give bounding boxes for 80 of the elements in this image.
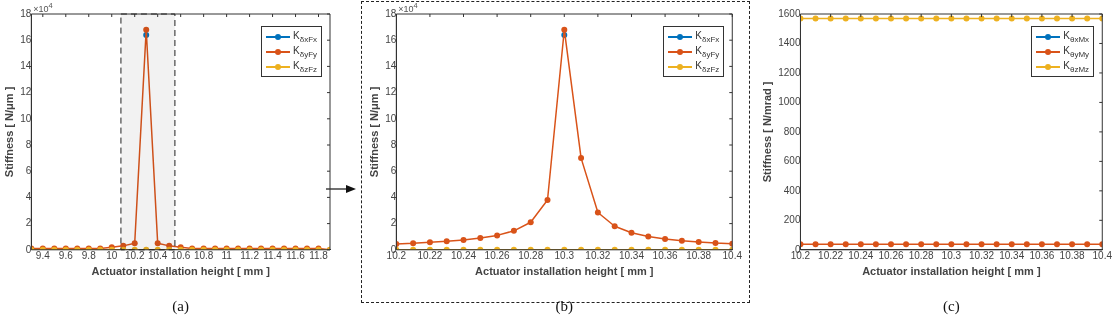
y-tick-label: 6 bbox=[390, 164, 397, 176]
y-tick-label: 14 bbox=[20, 60, 32, 72]
y-tick-label: 600 bbox=[783, 155, 801, 167]
x-tick-label: 10.28 bbox=[518, 249, 544, 261]
x-tick-label: 10.26 bbox=[878, 249, 904, 261]
x-tick-label: 10.24 bbox=[848, 249, 874, 261]
x-tick-label: 10.8 bbox=[193, 249, 214, 261]
x-tick-label: 11.4 bbox=[263, 249, 283, 261]
y-tick-label: 2 bbox=[25, 217, 32, 229]
x-tick-label: 9.8 bbox=[81, 249, 97, 261]
x-tick-label: 10.4 bbox=[147, 249, 168, 261]
text: (a) bbox=[171, 298, 190, 315]
x-tick-label: 10.2 bbox=[124, 249, 145, 261]
x-tick-label: 10.3 bbox=[554, 249, 575, 261]
legend-label: K$_{δyFy}$ bbox=[695, 44, 720, 59]
x-tick-label: 10.4 bbox=[722, 249, 743, 261]
y-axis-title: Stiffness [ N/μm ] bbox=[2, 86, 15, 178]
y-tick-label: 2 bbox=[390, 217, 397, 229]
y-tick-label: 200 bbox=[783, 214, 801, 226]
x-tick-label: 10.4 bbox=[1092, 249, 1113, 261]
text: (b) bbox=[554, 298, 575, 315]
y-tick-label: 1200 bbox=[778, 66, 801, 78]
y-tick-label: 4 bbox=[390, 191, 397, 203]
legend-label: K$_{θyMy}$ bbox=[1063, 44, 1090, 59]
x-tick-label: 11 bbox=[221, 249, 233, 261]
x-tick-label: 10.6 bbox=[170, 249, 191, 261]
x-tick-label: 9.6 bbox=[58, 249, 74, 261]
x-tick-label: 10.22 bbox=[818, 249, 844, 261]
y-tick-label: 1400 bbox=[778, 37, 801, 49]
y-tick-label: 400 bbox=[783, 184, 801, 196]
y-tick-label: 1600 bbox=[778, 7, 801, 19]
y-axis-title: Stiffness [ N/μm ] bbox=[367, 86, 380, 178]
legend-label: K$_{δzFz}$ bbox=[293, 59, 318, 74]
y-axis-title: Stiffness [ N/mrad ] bbox=[760, 81, 773, 183]
y-tick-label: 12 bbox=[385, 86, 397, 98]
y-tick-label: 1000 bbox=[778, 96, 801, 108]
y-tick-label: 6 bbox=[25, 164, 32, 176]
x-tick-label: 10.26 bbox=[484, 249, 511, 261]
legend-label: K$_{θzMz}$ bbox=[1063, 59, 1090, 74]
annotation: ×10$^{4}$ bbox=[398, 1, 418, 14]
legend-label: K$_{δyFy}$ bbox=[293, 44, 318, 59]
x-tick-label: 10.34 bbox=[618, 249, 645, 261]
annotation: ×10$^{4}$ bbox=[33, 1, 53, 14]
x-tick-label: 10.38 bbox=[686, 249, 712, 261]
x-tick-label: 10.36 bbox=[652, 249, 679, 261]
text: (c) bbox=[942, 298, 961, 315]
x-axis-title: Actuator installation height [ mm ] bbox=[862, 265, 1041, 278]
legend-label: K$_{θxMx}$ bbox=[1063, 29, 1090, 44]
x-tick-label: 11.2 bbox=[240, 249, 260, 261]
y-tick-label: 0 bbox=[25, 243, 32, 255]
x-tick-label: 10 bbox=[106, 249, 118, 261]
y-tick-label: 16 bbox=[20, 33, 32, 45]
legend-label: K$_{δxFx}$ bbox=[293, 29, 318, 44]
x-tick-label: 11.6 bbox=[286, 249, 306, 261]
y-tick-label: 16 bbox=[385, 33, 397, 45]
legend-label: K$_{δxFx}$ bbox=[695, 29, 720, 44]
x-axis-title: Actuator installation height [ mm ] bbox=[475, 265, 654, 278]
x-axis-title: Actuator installation height [ mm ] bbox=[91, 265, 271, 278]
y-tick-label: 4 bbox=[25, 191, 32, 203]
x-tick-label: 10.22 bbox=[417, 249, 443, 261]
x-tick-label: 10.36 bbox=[1029, 249, 1055, 261]
y-tick-label: 18 bbox=[385, 7, 397, 19]
x-tick-label: 10.24 bbox=[451, 249, 477, 261]
y-tick-label: 14 bbox=[385, 60, 397, 72]
y-tick-label: 8 bbox=[390, 138, 397, 150]
x-tick-label: 10.32 bbox=[969, 249, 995, 261]
y-tick-label: 10 bbox=[20, 112, 32, 124]
x-tick-label: 9.4 bbox=[35, 249, 51, 261]
x-tick-label: 10.28 bbox=[908, 249, 935, 261]
y-tick-label: 18 bbox=[20, 7, 32, 19]
legend-label: K$_{δzFz}$ bbox=[695, 59, 720, 74]
x-tick-label: 10.3 bbox=[941, 249, 962, 261]
y-tick-label: 12 bbox=[20, 86, 32, 98]
x-tick-label: 10.32 bbox=[585, 249, 611, 261]
x-tick-label: 11.8 bbox=[309, 249, 329, 261]
y-tick-label: 8 bbox=[25, 138, 32, 150]
y-tick-label: 10 bbox=[385, 112, 397, 124]
x-tick-label: 10.34 bbox=[999, 249, 1025, 261]
x-tick-label: 10.38 bbox=[1059, 249, 1086, 261]
y-tick-label: 800 bbox=[783, 125, 801, 137]
